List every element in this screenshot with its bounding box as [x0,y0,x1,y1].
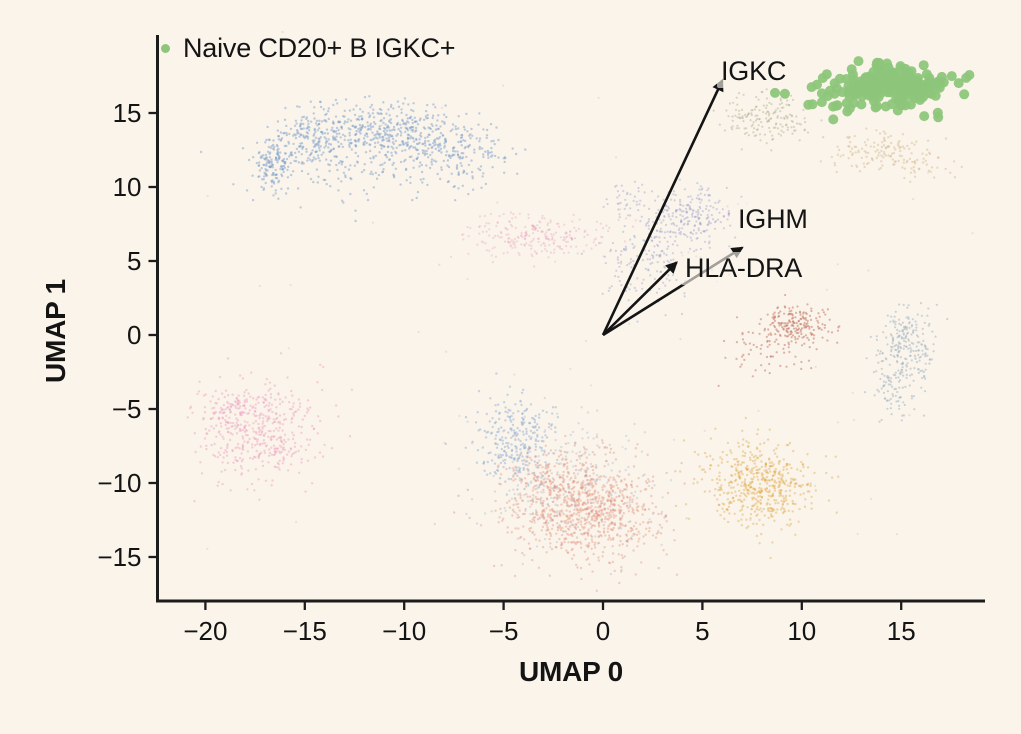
loading-arrows-layer [601,78,744,337]
x-tick-label: −20 [183,616,227,646]
y-tick-label: −5 [112,394,142,424]
gene-label-igkc: IGKC [717,55,791,88]
legend-label: Naive CD20+ B IGKC+ [183,33,456,63]
cluster-tan-under-green [819,127,963,183]
loading-arrow-hla-dra [602,261,678,336]
cluster-salmon-bottom-center [453,426,721,592]
cluster-pink-lower-left [186,352,354,503]
x-tick-label: 10 [787,616,816,646]
cluster-naive-cd20-b-igkc-highlighted [770,56,975,125]
x-tick-label: 0 [596,616,610,646]
cluster-background-strays [206,30,974,550]
y-tick-label: 15 [113,98,142,128]
cluster-points-layer [186,30,975,592]
x-tick-label: −15 [283,616,327,646]
y-axis-title: UMAP 1 [40,278,71,384]
y-tick-label: −10 [97,468,141,498]
cluster-brick-red-right [717,293,841,387]
axes-layer: −20 −15 −10 −5 0 5 10 15 15 10 5 0 −5 −10 −15 [97,35,985,646]
y-tick-label: 0 [127,320,141,350]
cluster-blue-crescent-upper-left [199,95,527,223]
gene-label-ighm: IGHM [734,203,812,236]
x-tick-label: 5 [695,616,709,646]
cluster-pink-band-mid-left [438,211,648,268]
x-tick-label: 15 [887,616,916,646]
y-tick-label: −15 [97,542,141,572]
x-tick-label: −5 [489,616,519,646]
cluster-grey-mix-bottom [433,396,688,576]
legend-marker-dot [161,44,170,53]
cluster-yellow-bottom-right [674,416,840,560]
x-tick-label: −10 [382,616,426,646]
y-tick-label: 5 [127,246,141,276]
cluster-blue-small-bottom [444,372,577,497]
cluster-steel-blue-far-right [863,302,949,423]
legend: Naive CD20+ B IGKC+ [161,33,456,64]
y-tick-label: 10 [113,172,142,202]
loading-arrow-igkc [601,78,724,336]
gene-label-hla-dra: HLA-DRA [681,252,807,285]
x-axis-title: UMAP 0 [518,656,624,687]
cluster-olive-top-center [712,88,825,152]
